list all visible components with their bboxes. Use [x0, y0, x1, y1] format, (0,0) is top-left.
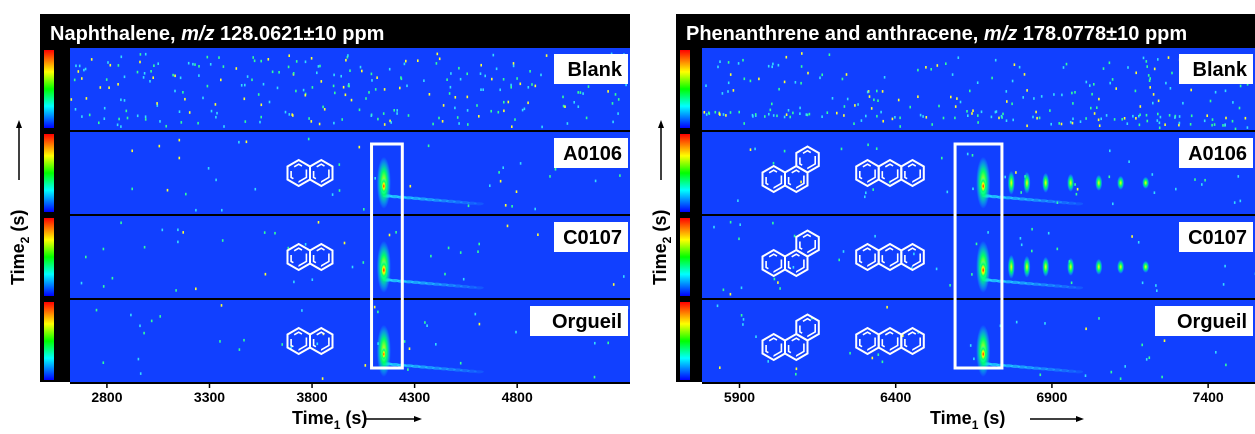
peak-hotspot [1095, 258, 1103, 275]
colorbar [44, 302, 54, 380]
peak-hotspot [379, 260, 388, 281]
x-tick-label: 5900 [724, 389, 755, 405]
peak-hotspot [1142, 176, 1150, 189]
heatmap-row [70, 132, 630, 214]
x-axis-arrow [1030, 416, 1084, 422]
phenanthrene-structure [761, 313, 820, 362]
heatmap-row [70, 216, 630, 298]
colorbar [680, 218, 690, 296]
naphthalene-structure [286, 158, 334, 188]
sample-label: C0107 [1188, 227, 1247, 249]
x-axis-arrow [366, 416, 422, 422]
x-tick-label: 6900 [1036, 389, 1067, 405]
highlight-box [953, 142, 1004, 370]
x-tick-label: 3800 [296, 389, 327, 405]
panel-title: Naphthalene, m/z 128.0621±10 ppm [50, 23, 384, 45]
sample-label-box [554, 138, 628, 168]
peak-hotspot [1095, 174, 1103, 191]
x-tick-label: 6400 [880, 389, 911, 405]
sample-label: Orgueil [1177, 311, 1247, 333]
peak-hotspot [979, 345, 987, 364]
sample-label: A0106 [1188, 143, 1247, 165]
anthracene-structure [855, 242, 925, 272]
colorbar [680, 302, 690, 380]
y-axis-label: Time2 (s) [650, 210, 674, 285]
naphthalene-structure [286, 242, 334, 272]
peak-hotspot [979, 177, 987, 196]
panel-title: Phenanthrene and anthracene, m/z 178.077… [686, 23, 1187, 45]
heatmap-area: Blank A0106 C0107 Orgueil 5900 6400 6900 7400 [680, 48, 1255, 405]
colorbar [44, 134, 54, 212]
x-tick-label: 2800 [91, 389, 122, 405]
x-tick-label: 7400 [1193, 389, 1224, 405]
sample-label: A0106 [563, 143, 622, 165]
x-tick-label: 3300 [194, 389, 225, 405]
sample-label-box [530, 306, 628, 336]
anthracene-structure [855, 326, 925, 356]
anthracene-structure [855, 158, 925, 188]
sample-label-box [554, 54, 628, 84]
peak-hotspot [1067, 173, 1075, 192]
peak-hotspot [1007, 254, 1015, 279]
sample-label: Blank [1193, 59, 1248, 81]
heatmap-area: Blank A0106 C0107 Orgueil 2800 3300 3800 4300 48… [44, 48, 630, 405]
colorbar [44, 218, 54, 296]
peak-hotspot [381, 347, 387, 362]
sample-label: Blank [568, 59, 623, 81]
sample-label-box [1155, 306, 1253, 336]
peak-hotspot [1117, 175, 1125, 190]
sample-label-box [1179, 54, 1253, 84]
peak-hotspot [380, 177, 388, 195]
phenanthrene-structure [761, 229, 820, 278]
x-axis-label: Time1 (s) [292, 408, 367, 432]
colorbar [680, 50, 690, 128]
x-tick-label: 4800 [502, 389, 533, 405]
peak-hotspot [1023, 171, 1031, 194]
y-axis-arrow [16, 120, 22, 180]
sample-label: Orgueil [552, 311, 622, 333]
phenanthrene-structure [761, 145, 820, 194]
peak-hotspot [1023, 255, 1031, 278]
y-axis-arrow [658, 120, 664, 180]
peak-hotspot [1042, 256, 1050, 277]
sample-label-box [554, 222, 628, 252]
peak-hotspot [1067, 257, 1075, 276]
colorbar [44, 50, 54, 128]
heatmap-row [70, 48, 630, 130]
sample-label-box [1179, 222, 1253, 252]
peak-hotspot [1142, 260, 1150, 273]
naphthalene-structure [286, 326, 334, 356]
highlight-box [370, 142, 404, 370]
peak-hotspot [1117, 259, 1125, 274]
peak-hotspot [1007, 170, 1015, 195]
x-tick-label: 4300 [399, 389, 430, 405]
x-axis-label: Time1 (s) [930, 408, 1005, 432]
peak-hotspot [979, 260, 988, 281]
peak-hotspot [1042, 172, 1050, 193]
colorbar [680, 134, 690, 212]
y-axis-label: Time2 (s) [8, 210, 32, 285]
panel-naphthalene: Naphthalene, m/z 128.0621±10 ppm Blank A0… [40, 14, 630, 405]
sample-label-box [1179, 138, 1253, 168]
sample-label: C0107 [563, 227, 622, 249]
panel-phenanthrene-anthracene: Phenanthrene and anthracene, m/z 178.077… [676, 14, 1255, 405]
